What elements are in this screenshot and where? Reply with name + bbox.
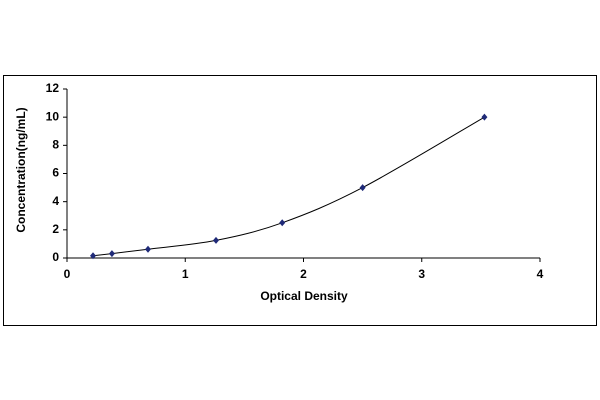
y-tick-label: 6: [52, 166, 59, 180]
point: [145, 245, 152, 253]
x-axis-title: Optical Density: [260, 289, 348, 303]
x-tick-label: 3: [418, 267, 425, 281]
point: [212, 236, 219, 244]
x-tick-label: 4: [537, 267, 544, 281]
y-tick-label: 2: [52, 222, 59, 236]
y-tick-label: 4: [52, 194, 59, 208]
y-axis-title: Concentration(ng/mL): [14, 107, 28, 232]
x-tick-label: 2: [300, 267, 307, 281]
x-tick-label: 1: [182, 267, 189, 281]
point: [481, 113, 488, 121]
curve: [92, 116, 485, 257]
point: [108, 250, 115, 258]
y-tick-label: 12: [46, 81, 60, 95]
x-tick-label: 0: [64, 267, 71, 281]
y-tick-label: 10: [46, 109, 60, 123]
chart-border: [3, 75, 597, 326]
point: [279, 219, 286, 227]
y-tick-label: 8: [52, 138, 59, 152]
point: [359, 184, 366, 192]
point: [90, 252, 97, 260]
y-tick-label: 0: [52, 250, 59, 264]
